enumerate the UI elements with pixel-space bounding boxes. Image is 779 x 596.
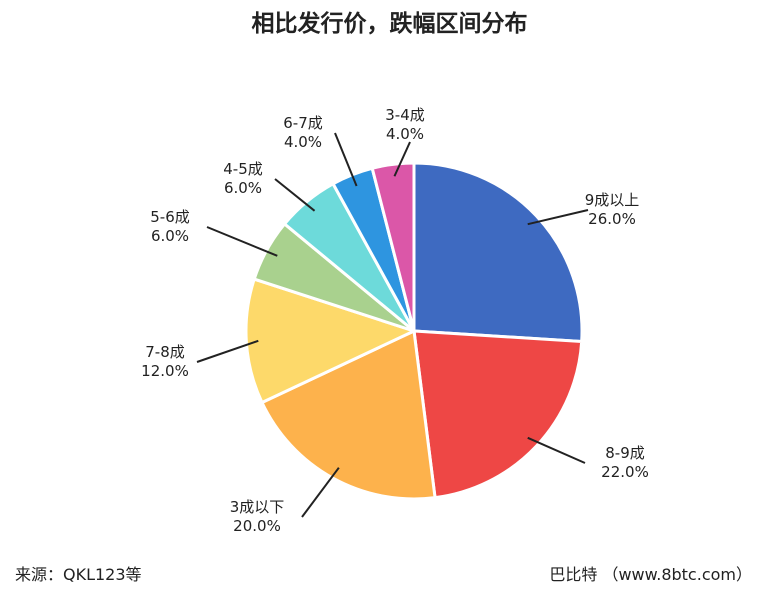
slice-percent-1: 26.0% bbox=[588, 210, 636, 228]
pie-slice-4 bbox=[244, 277, 419, 405]
source-note: 来源：QKL123等 bbox=[15, 565, 142, 584]
slice-label-3: 3成以下 bbox=[230, 498, 285, 516]
leader-line-6 bbox=[274, 178, 316, 212]
pie-slice-8 bbox=[370, 161, 416, 332]
credit-note: 巴比特 （www.8btc.com） bbox=[549, 565, 752, 584]
slice-percent-4: 12.0% bbox=[141, 362, 189, 380]
slice-percent-3: 20.0% bbox=[233, 517, 281, 535]
pie-slice-3 bbox=[259, 328, 437, 501]
leader-line-1 bbox=[527, 209, 589, 226]
slice-label-6: 4-5成 bbox=[223, 160, 263, 178]
slice-percent-7: 4.0% bbox=[284, 133, 322, 151]
leader-line-4 bbox=[196, 339, 259, 363]
slice-label-1: 9成以上 bbox=[585, 191, 640, 209]
slice-percent-6: 6.0% bbox=[224, 179, 262, 197]
leader-line-5 bbox=[206, 226, 278, 257]
leader-line-2 bbox=[527, 436, 586, 464]
slice-percent-2: 22.0% bbox=[601, 463, 649, 481]
slice-label-5: 5-6成 bbox=[150, 208, 190, 226]
slice-percent-8: 4.0% bbox=[386, 125, 424, 143]
slice-label-7: 6-7成 bbox=[283, 114, 323, 132]
leader-line-8 bbox=[393, 141, 411, 177]
pie-slice-1 bbox=[412, 161, 584, 344]
slice-label-4: 7-8成 bbox=[145, 343, 185, 361]
chart-title: 相比发行价，跌幅区间分布 bbox=[251, 11, 528, 37]
slice-label-8: 3-4成 bbox=[385, 106, 425, 124]
leader-line-7 bbox=[334, 132, 358, 187]
leader-line-3 bbox=[301, 467, 340, 518]
slice-label-2: 8-9成 bbox=[605, 444, 645, 462]
pie-slice-2 bbox=[412, 329, 584, 500]
slice-percent-5: 6.0% bbox=[151, 227, 189, 245]
